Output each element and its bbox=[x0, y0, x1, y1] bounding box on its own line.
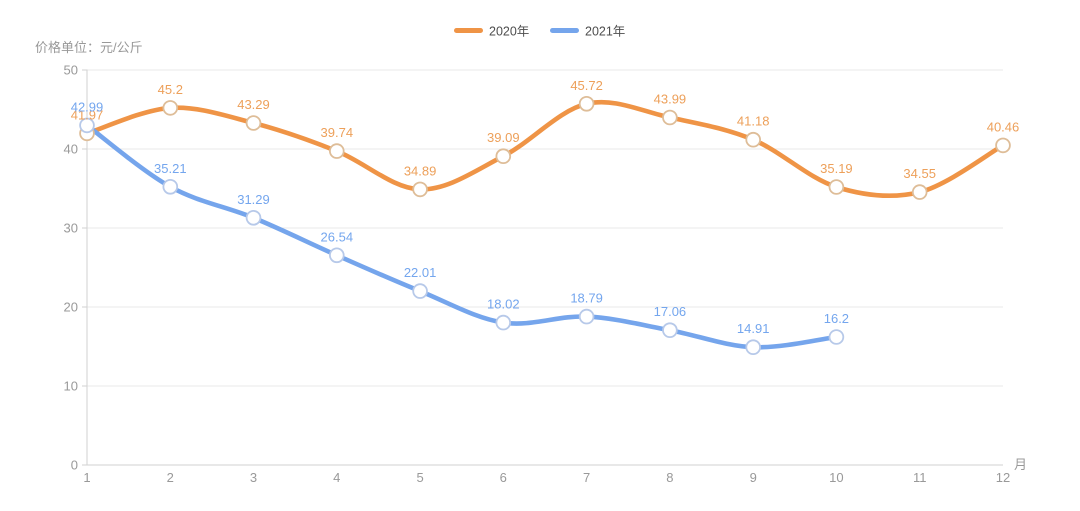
svg-text:4: 4 bbox=[333, 470, 340, 485]
svg-text:14.91: 14.91 bbox=[737, 321, 770, 336]
svg-text:8: 8 bbox=[666, 470, 673, 485]
svg-text:40.46: 40.46 bbox=[987, 119, 1020, 134]
svg-text:50: 50 bbox=[64, 63, 78, 78]
svg-text:34.89: 34.89 bbox=[404, 163, 437, 178]
svg-text:20: 20 bbox=[64, 300, 78, 315]
svg-text:3: 3 bbox=[250, 470, 257, 485]
svg-text:30: 30 bbox=[64, 221, 78, 236]
svg-text:41.97: 41.97 bbox=[71, 107, 104, 122]
svg-text:5: 5 bbox=[416, 470, 423, 485]
svg-text:18.79: 18.79 bbox=[570, 291, 603, 306]
svg-text:45.2: 45.2 bbox=[158, 82, 183, 97]
svg-text:26.54: 26.54 bbox=[321, 229, 354, 244]
svg-text:34.55: 34.55 bbox=[903, 166, 936, 181]
svg-text:18.02: 18.02 bbox=[487, 297, 520, 312]
svg-text:10: 10 bbox=[829, 470, 843, 485]
svg-text:41.18: 41.18 bbox=[737, 114, 770, 129]
svg-text:10: 10 bbox=[64, 379, 78, 394]
svg-text:43.29: 43.29 bbox=[237, 97, 270, 112]
svg-text:40: 40 bbox=[64, 142, 78, 157]
svg-text:价格单位：元/公斤: 价格单位：元/公斤 bbox=[35, 40, 143, 55]
svg-text:2: 2 bbox=[167, 470, 174, 485]
svg-text:35.21: 35.21 bbox=[154, 161, 187, 176]
svg-text:6: 6 bbox=[500, 470, 507, 485]
svg-text:0: 0 bbox=[71, 458, 78, 473]
svg-text:39.09: 39.09 bbox=[487, 130, 520, 145]
svg-text:11: 11 bbox=[913, 470, 927, 485]
svg-text:月: 月 bbox=[1014, 457, 1027, 472]
svg-text:12: 12 bbox=[996, 470, 1010, 485]
svg-text:42.99: 42.99 bbox=[71, 99, 104, 114]
svg-text:1: 1 bbox=[83, 470, 90, 485]
svg-text:39.74: 39.74 bbox=[321, 125, 354, 140]
svg-text:43.99: 43.99 bbox=[654, 92, 687, 107]
svg-text:7: 7 bbox=[583, 470, 590, 485]
svg-text:2021年: 2021年 bbox=[585, 24, 625, 38]
svg-text:31.29: 31.29 bbox=[237, 192, 270, 207]
svg-text:35.19: 35.19 bbox=[820, 161, 853, 176]
svg-text:16.2: 16.2 bbox=[824, 311, 849, 326]
svg-text:45.72: 45.72 bbox=[570, 78, 603, 93]
svg-text:17.06: 17.06 bbox=[654, 304, 687, 319]
svg-text:2020年: 2020年 bbox=[489, 24, 529, 38]
svg-text:22.01: 22.01 bbox=[404, 265, 437, 280]
svg-text:9: 9 bbox=[750, 470, 757, 485]
